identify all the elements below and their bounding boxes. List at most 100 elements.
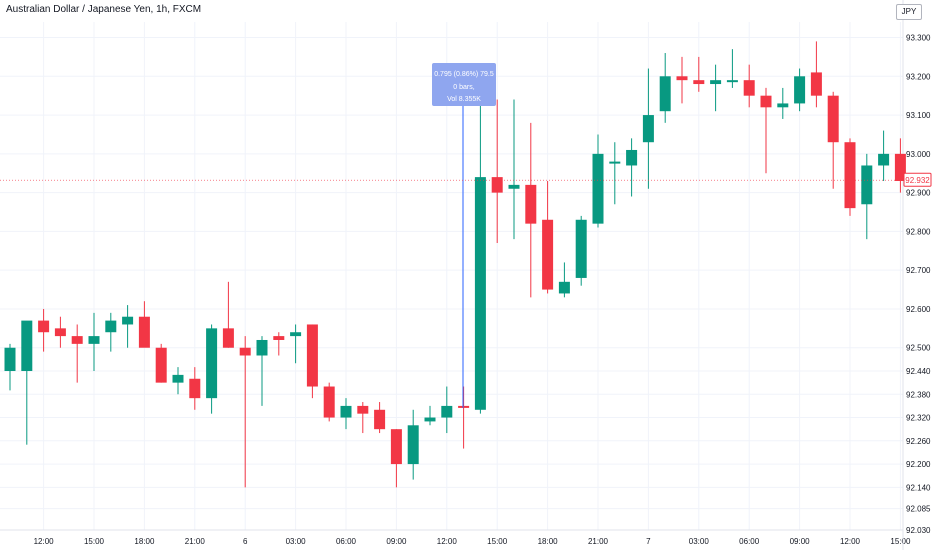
candle: [441, 386, 453, 434]
measure-tooltip-box: [432, 63, 496, 106]
candle: [21, 320, 33, 445]
candle-body: [710, 80, 722, 85]
x-tick-label: 6: [243, 537, 248, 546]
candle: [743, 64, 755, 108]
candle-body: [827, 95, 839, 143]
candle-body: [861, 165, 873, 205]
x-tick-label: 18:00: [134, 537, 155, 546]
candle-body: [189, 378, 201, 399]
candle: [88, 312, 100, 372]
candle: [894, 138, 906, 193]
last-price-label-box: [903, 172, 932, 187]
candle: [726, 49, 738, 88]
measure-tooltip-text: 0.795 (0.86%) 79.5: [434, 71, 494, 78]
candle-body: [760, 95, 772, 108]
candle-body: [626, 149, 638, 166]
candle-body: [172, 374, 184, 383]
candle: [54, 316, 66, 348]
x-tick-label: 21:00: [588, 537, 609, 546]
candle: [525, 122, 537, 298]
candle: [777, 87, 789, 119]
y-tick-label: 92.500: [906, 344, 931, 353]
candle-body: [206, 328, 218, 399]
y-tick-label: 93.100: [906, 111, 931, 120]
candle: [861, 153, 873, 240]
y-tick-label: 92.030: [906, 526, 931, 535]
candle: [407, 409, 419, 480]
candle: [592, 134, 604, 228]
candle-body: [844, 142, 856, 209]
candle-body: [71, 336, 83, 344]
candle: [693, 56, 705, 92]
candle: [172, 367, 184, 395]
candle: [374, 402, 386, 434]
candle: [626, 138, 638, 197]
candle: [105, 312, 117, 352]
candle-body: [878, 153, 890, 166]
x-tick-label: 15:00: [487, 537, 508, 546]
y-tick-label: 93.300: [906, 34, 931, 43]
chart-title: Australian Dollar / Japanese Yen, 1h, FX…: [6, 4, 202, 15]
candle-body: [441, 405, 453, 418]
candle: [558, 262, 570, 298]
candle-body: [693, 80, 705, 85]
candle: [878, 130, 890, 181]
measure-tooltip-text: Vol 8.355K: [447, 96, 481, 103]
x-tick-label: 03:00: [689, 537, 710, 546]
candle: [424, 405, 436, 426]
x-tick-label: 12:00: [840, 537, 861, 546]
x-tick-label: 06:00: [739, 537, 760, 546]
candle-body: [508, 184, 520, 189]
candle-body: [273, 336, 285, 340]
x-tick-label: 18:00: [538, 537, 559, 546]
candle-body: [810, 72, 822, 96]
candle-body: [290, 332, 302, 337]
candle: [340, 398, 352, 430]
candle-body: [222, 328, 234, 348]
candle-body: [54, 328, 66, 337]
candle-body: [542, 219, 554, 290]
y-tick-label: 92.600: [906, 305, 931, 314]
candle-body: [609, 161, 621, 164]
candle-body: [558, 281, 570, 294]
candle: [659, 53, 671, 123]
candle: [642, 68, 654, 189]
candle: [38, 308, 50, 352]
y-tick-label: 92.260: [906, 437, 931, 446]
candle-body: [306, 324, 318, 387]
y-tick-label: 92.800: [906, 227, 931, 236]
x-tick-label: 09:00: [386, 537, 407, 546]
y-tick-label: 92.085: [906, 505, 931, 514]
x-tick-label: 12:00: [437, 537, 458, 546]
candle: [290, 324, 302, 364]
candle: [474, 99, 486, 414]
candle: [609, 142, 621, 205]
measure-tooltip: 0.795 (0.86%) 79.5 0 bars, Vol 8.355K: [432, 63, 496, 106]
last-price-label: 92.932: [905, 176, 930, 185]
candle-body: [122, 316, 134, 325]
candle-body: [256, 339, 268, 356]
candle-body: [407, 425, 419, 465]
candle: [508, 99, 520, 240]
y-tick-label: 92.140: [906, 483, 931, 492]
candle: [390, 429, 402, 488]
x-tick-label: 06:00: [336, 537, 357, 546]
candle-body: [894, 153, 906, 181]
candle-body: [21, 320, 33, 372]
candle-body: [38, 320, 50, 333]
candle: [794, 68, 806, 112]
y-tick-label: 93.200: [906, 72, 931, 81]
candle-body: [88, 336, 100, 344]
candle: [138, 301, 150, 348]
candle: [810, 41, 822, 108]
candle: [206, 324, 218, 414]
candle: [710, 64, 722, 112]
candle-body: [4, 347, 16, 372]
currency-badge[interactable]: JPY: [896, 4, 922, 20]
x-tick-label: 15:00: [84, 537, 105, 546]
candle-body: [155, 347, 167, 383]
x-tick-label: 09:00: [790, 537, 811, 546]
candle: [575, 215, 587, 286]
